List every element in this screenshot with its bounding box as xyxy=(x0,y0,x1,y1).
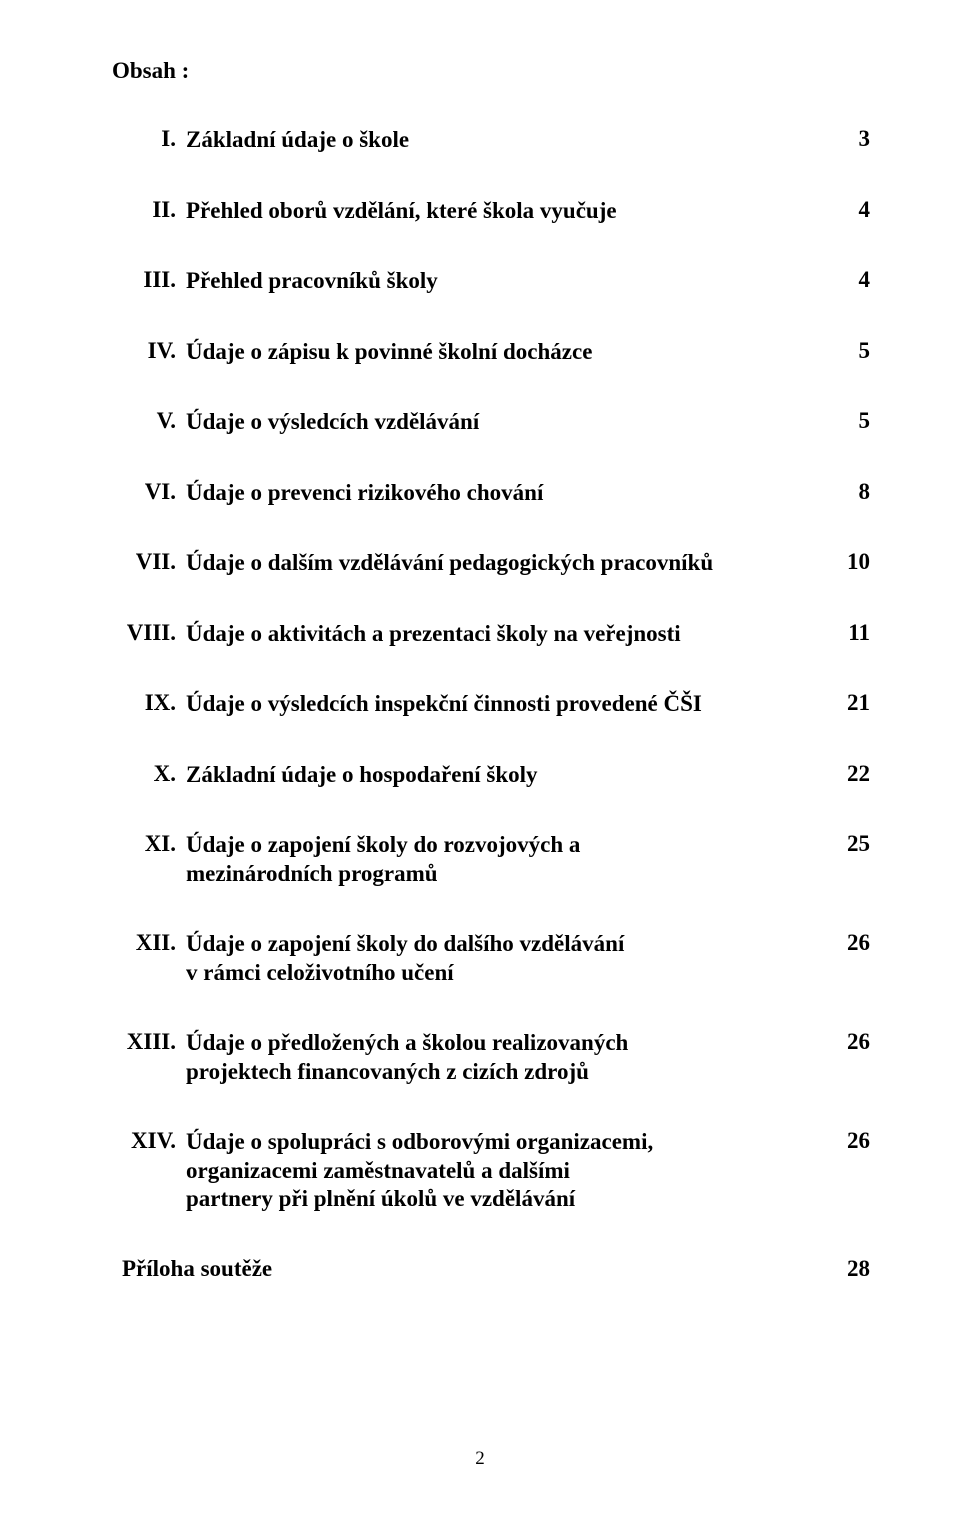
toc-entry: XI. Údaje o zapojení školy do rozvojovýc… xyxy=(112,831,870,860)
roman-numeral: IX. xyxy=(112,690,186,719)
table-of-contents: I. Základní údaje o škole 3 II. Přehled … xyxy=(112,126,870,1282)
toc-label: Základní údaje o škole xyxy=(186,126,820,155)
toc-entry-continuation: partnery při plnění úkolů ve vzdělávání xyxy=(112,1185,870,1214)
toc-label: Přehled oborů vzdělání, které škola vyuč… xyxy=(186,197,820,226)
page-number: 3 xyxy=(820,126,870,155)
page-spacer xyxy=(820,860,870,889)
toc-entry-continuation: v rámci celoživotního učení xyxy=(112,959,870,988)
toc-entry: V. Údaje o výsledcích vzdělávání 5 xyxy=(112,408,870,437)
page-spacer xyxy=(820,1157,870,1186)
toc-entry: VI. Údaje o prevenci rizikového chování … xyxy=(112,479,870,508)
toc-entry: IX. Údaje o výsledcích inspekční činnost… xyxy=(112,690,870,719)
toc-entry: VII. Údaje o dalším vzdělávání pedagogic… xyxy=(112,549,870,578)
page-number: 11 xyxy=(820,620,870,649)
toc-label-continuation: organizacemi zaměstnavatelů a dalšími xyxy=(186,1157,820,1186)
appendix-label: Příloha soutěže xyxy=(122,1256,820,1282)
toc-entry: I. Základní údaje o škole 3 xyxy=(112,126,870,155)
roman-spacer xyxy=(112,1058,186,1087)
toc-entry: XII. Údaje o zapojení školy do dalšího v… xyxy=(112,930,870,959)
roman-spacer xyxy=(112,1157,186,1186)
toc-entry: XIII. Údaje o předložených a školou real… xyxy=(112,1029,870,1058)
toc-entry: VIII. Údaje o aktivitách a prezentaci šk… xyxy=(112,620,870,649)
toc-entry: III. Přehled pracovníků školy 4 xyxy=(112,267,870,296)
page-spacer xyxy=(820,1185,870,1214)
toc-label: Údaje o prevenci rizikového chování xyxy=(186,479,820,508)
page-number: 26 xyxy=(820,1128,870,1157)
page-number: 8 xyxy=(820,479,870,508)
page-number: 10 xyxy=(820,549,870,578)
toc-entry: IV. Údaje o zápisu k povinné školní doch… xyxy=(112,338,870,367)
page-spacer xyxy=(820,959,870,988)
toc-label: Údaje o výsledcích vzdělávání xyxy=(186,408,820,437)
roman-numeral: VI. xyxy=(112,479,186,508)
page-number: 25 xyxy=(820,831,870,860)
toc-label: Údaje o výsledcích inspekční činnosti pr… xyxy=(186,690,820,719)
toc-label: Údaje o aktivitách a prezentaci školy na… xyxy=(186,620,820,649)
page-number: 21 xyxy=(820,690,870,719)
roman-numeral: X. xyxy=(112,761,186,790)
toc-entry: X. Základní údaje o hospodaření školy 22 xyxy=(112,761,870,790)
toc-entry-continuation: mezinárodních programů xyxy=(112,860,870,889)
roman-numeral: VIII. xyxy=(112,620,186,649)
roman-numeral: XII. xyxy=(112,930,186,959)
toc-entry-continuation: organizacemi zaměstnavatelů a dalšími xyxy=(112,1157,870,1186)
toc-entry: XIV. Údaje o spolupráci s odborovými org… xyxy=(112,1128,870,1157)
roman-numeral: II. xyxy=(112,197,186,226)
toc-entry: II. Přehled oborů vzdělání, které škola … xyxy=(112,197,870,226)
toc-label: Údaje o zápisu k povinné školní docházce xyxy=(186,338,820,367)
toc-label-continuation: partnery při plnění úkolů ve vzdělávání xyxy=(186,1185,820,1214)
toc-label: Základní údaje o hospodaření školy xyxy=(186,761,820,790)
page-number: 5 xyxy=(820,338,870,367)
toc-entry-continuation: projektech financovaných z cizích zdrojů xyxy=(112,1058,870,1087)
roman-numeral: I. xyxy=(112,126,186,155)
page-number: 26 xyxy=(820,1029,870,1058)
roman-numeral: XIII. xyxy=(112,1029,186,1058)
toc-label: Údaje o předložených a školou realizovan… xyxy=(186,1029,820,1058)
toc-heading: Obsah : xyxy=(112,58,870,84)
toc-label-continuation: v rámci celoživotního učení xyxy=(186,959,820,988)
page-number: 4 xyxy=(820,267,870,296)
page-number: 5 xyxy=(820,408,870,437)
toc-label: Údaje o spolupráci s odborovými organiza… xyxy=(186,1128,820,1157)
roman-spacer xyxy=(112,860,186,889)
roman-spacer xyxy=(112,1185,186,1214)
roman-numeral: XIV. xyxy=(112,1128,186,1157)
roman-numeral: III. xyxy=(112,267,186,296)
page-number: 26 xyxy=(820,930,870,959)
appendix-entry: Příloha soutěže 28 xyxy=(112,1256,870,1282)
roman-spacer xyxy=(112,959,186,988)
page-number: 28 xyxy=(820,1256,870,1282)
roman-numeral: IV. xyxy=(112,338,186,367)
roman-numeral: VII. xyxy=(112,549,186,578)
roman-numeral: V. xyxy=(112,408,186,437)
page-spacer xyxy=(820,1058,870,1087)
toc-label: Údaje o zapojení školy do dalšího vzdělá… xyxy=(186,930,820,959)
roman-numeral: XI. xyxy=(112,831,186,860)
toc-label-continuation: mezinárodních programů xyxy=(186,860,820,889)
page-number: 22 xyxy=(820,761,870,790)
footer-page-number: 2 xyxy=(0,1448,960,1470)
page-number: 4 xyxy=(820,197,870,226)
toc-label: Údaje o dalším vzdělávání pedagogických … xyxy=(186,549,820,578)
toc-label: Přehled pracovníků školy xyxy=(186,267,820,296)
toc-label: Údaje o zapojení školy do rozvojových a xyxy=(186,831,820,860)
toc-label-continuation: projektech financovaných z cizích zdrojů xyxy=(186,1058,820,1087)
